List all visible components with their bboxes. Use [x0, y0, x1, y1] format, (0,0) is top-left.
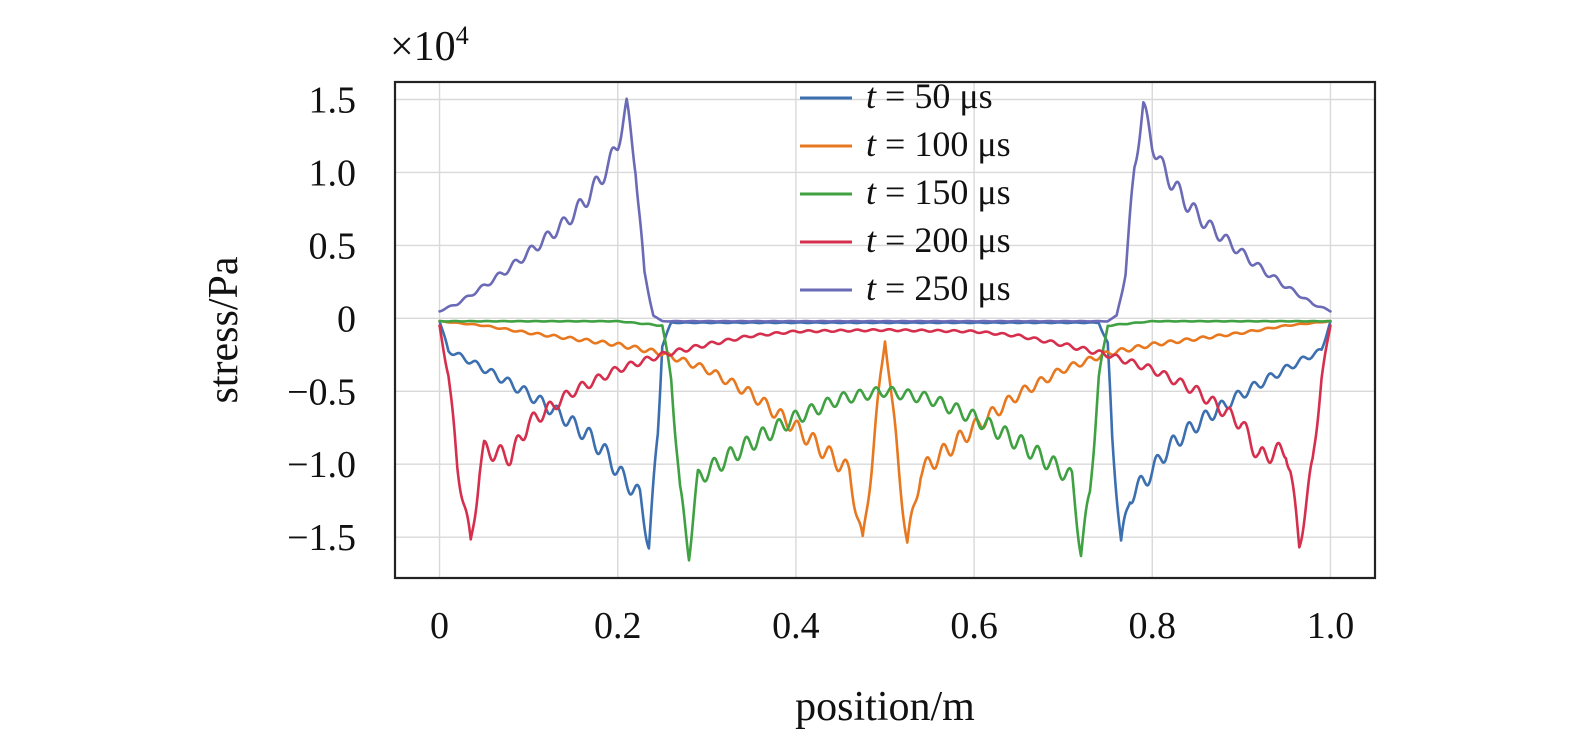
x-axis-label: position/m: [795, 684, 975, 730]
y-tick-label: 0.5: [309, 225, 357, 267]
series-line-5: [438, 97, 1332, 323]
legend-entry: t = 250 μs: [866, 268, 1011, 308]
legend-entry: t = 100 μs: [866, 124, 1011, 164]
y-tick-label: 0: [337, 298, 356, 340]
y-axis-ticks: 1.5 1.0 0.5 0 −0.5 −1.0 −1.5: [287, 80, 356, 560]
y-axis-label: stress/Pa: [201, 256, 247, 403]
y-tick-label: −1.5: [287, 517, 356, 559]
x-tick-label: 1.0: [1307, 605, 1355, 647]
y-multiplier-base: ×10: [390, 24, 456, 70]
x-axis-ticks: 0 0.2 0.4 0.6 0.8 1.0: [430, 605, 1354, 647]
y-tick-label: −1.0: [287, 444, 356, 486]
legend-entry: t = 50 μs: [866, 76, 993, 116]
x-tick-label: 0.8: [1129, 605, 1177, 647]
y-tick-label: 1.0: [309, 152, 357, 194]
x-tick-label: 0.6: [950, 605, 998, 647]
legend-entry: t = 150 μs: [866, 172, 1011, 212]
plot-frame: [393, 80, 1377, 580]
x-tick-label: 0: [430, 605, 449, 647]
legend-value: = 250 μs: [876, 268, 1011, 308]
legend-variable: t: [866, 268, 877, 308]
legend-value: = 200 μs: [876, 220, 1011, 260]
legend-variable: t: [866, 172, 877, 212]
series-line-2: [438, 319, 1332, 544]
y-multiplier: ×104: [390, 21, 469, 70]
x-tick-label: 0.2: [594, 605, 642, 647]
y-tick-label: 1.5: [309, 80, 357, 122]
legend-entry: t = 200 μs: [866, 220, 1011, 260]
series-line-4: [438, 324, 1332, 549]
legend-variable: t: [866, 76, 877, 116]
series-line-3: [438, 319, 1332, 562]
legend-value: = 150 μs: [876, 172, 1011, 212]
series-line-1: [438, 319, 1332, 550]
legend-variable: t: [866, 220, 877, 260]
legend: t = 50 μst = 100 μst = 150 μst = 200 μst…: [800, 76, 1011, 308]
legend-value: = 50 μs: [876, 76, 993, 116]
y-tick-label: −0.5: [287, 371, 356, 413]
x-tick-label: 0.4: [772, 605, 820, 647]
legend-value: = 100 μs: [876, 124, 1011, 164]
legend-variable: t: [866, 124, 877, 164]
y-multiplier-exponent: 4: [456, 21, 469, 50]
plot-lines: [438, 97, 1332, 562]
